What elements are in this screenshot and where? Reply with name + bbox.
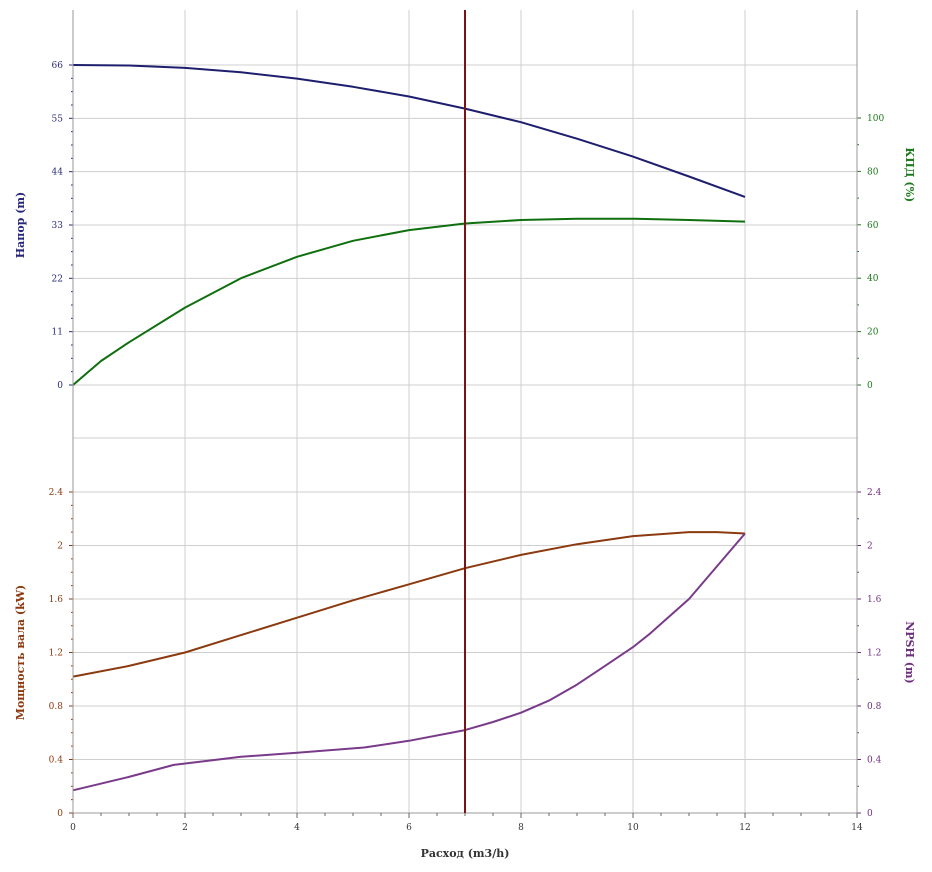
left-tick-label: 33 [52,221,64,231]
right-tick-label: 40 [867,274,879,284]
left-tick-label: 0 [57,381,63,391]
left-tick-label: 66 [52,61,64,71]
left-tick-label: 0 [57,809,63,819]
left-axis-title: Мощность вала (kW) [14,585,27,720]
left-tick-label: 1.2 [49,649,63,659]
x-tick-label: 2 [182,823,188,833]
left-tick-label: 2 [57,542,63,552]
right-tick-label: 2.4 [867,488,882,498]
left-tick-label: 11 [52,328,63,338]
x-tick-label: 4 [294,823,300,833]
left-tick-label: 55 [52,114,64,124]
left-tick-label: 1.6 [49,595,64,605]
right-tick-label: 2 [867,542,873,552]
left-tick-label: 0.4 [49,756,64,766]
right-axis-title: NPSH (m) [903,621,916,684]
x-axis-title: Расход (m3/h) [421,847,510,860]
top-series-right-line [72,217,746,386]
right-tick-label: 0 [867,381,873,391]
right-tick-label: 0.8 [867,702,882,712]
right-tick-label: 20 [867,328,879,338]
right-tick-label: 1.2 [867,649,881,659]
right-tick-label: 0.4 [867,756,882,766]
x-tick-label: 10 [627,823,639,833]
right-tick-label: 100 [867,114,884,124]
right-axis-title: КПД (%) [903,147,916,202]
x-tick-label: 14 [851,823,863,833]
x-tick-label: 0 [70,823,76,833]
left-tick-label: 0.8 [49,702,64,712]
right-tick-label: 60 [867,221,879,231]
bottom-series-left-line [72,531,746,678]
right-tick-label: 80 [867,167,879,177]
x-tick-label: 12 [739,823,750,833]
x-tick-label: 8 [518,823,524,833]
top-series-left-line [72,64,746,198]
left-tick-label: 44 [52,168,64,178]
left-tick-label: 22 [52,274,63,284]
left-tick-label: 2.4 [49,488,64,498]
left-axis-title: Напор (m) [14,192,27,258]
x-tick-label: 6 [406,823,412,833]
bottom-series-right-line [72,532,746,792]
right-tick-label: 1.6 [867,595,882,605]
right-tick-label: 0 [867,809,873,819]
